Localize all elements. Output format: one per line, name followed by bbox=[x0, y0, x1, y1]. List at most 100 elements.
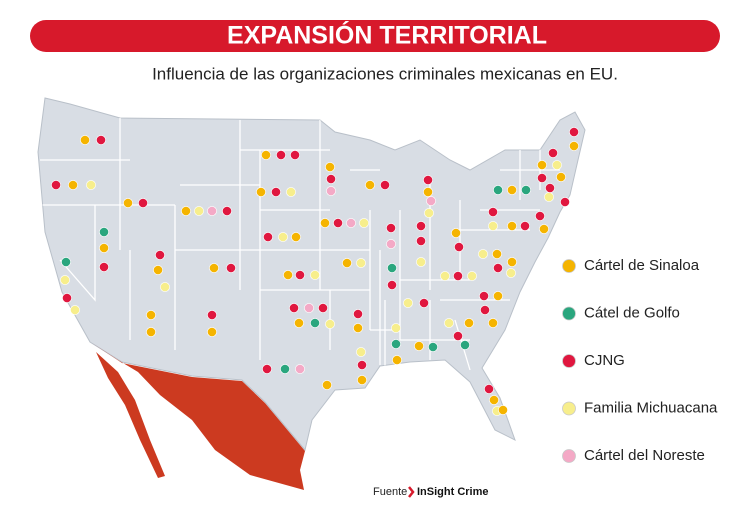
cartel-dot bbox=[304, 303, 314, 313]
source-arrow bbox=[408, 486, 415, 498]
legend-label: Cártel del Noreste bbox=[584, 447, 705, 464]
cartel-dot bbox=[295, 270, 305, 280]
cartel-dot bbox=[451, 228, 461, 238]
cartel-dot bbox=[325, 162, 335, 172]
cartel-dot bbox=[96, 135, 106, 145]
cartel-dot bbox=[453, 271, 463, 281]
cartel-dot bbox=[60, 275, 70, 285]
cartel-dot bbox=[80, 135, 90, 145]
cartel-dot bbox=[545, 183, 555, 193]
cartel-dot bbox=[488, 318, 498, 328]
cartel-dot bbox=[61, 257, 71, 267]
cartel-dot bbox=[416, 236, 426, 246]
cartel-dot bbox=[256, 187, 266, 197]
cartel-dot bbox=[51, 180, 61, 190]
cartel-dot bbox=[416, 257, 426, 267]
cartel-dot bbox=[507, 257, 517, 267]
cartel-dot bbox=[556, 172, 566, 182]
cartel-dot bbox=[263, 232, 273, 242]
cartel-dot bbox=[416, 221, 426, 231]
cartel-dot bbox=[386, 239, 396, 249]
cartel-dot bbox=[123, 198, 133, 208]
source-label: Fuente bbox=[373, 486, 407, 498]
cartel-dot bbox=[155, 250, 165, 260]
cartel-dot bbox=[86, 180, 96, 190]
cartel-dot bbox=[290, 150, 300, 160]
cartel-dot bbox=[488, 207, 498, 217]
cartel-dot bbox=[310, 270, 320, 280]
legend-label: Cátel de Golfo bbox=[584, 304, 680, 321]
cartel-dot bbox=[262, 364, 272, 374]
cartel-dot bbox=[454, 242, 464, 252]
cartel-dot bbox=[387, 263, 397, 273]
title: EXPANSIÓN TERRITORIAL bbox=[227, 20, 547, 50]
cartel-dot bbox=[493, 263, 503, 273]
cartel-dot bbox=[424, 208, 434, 218]
cartel-dot bbox=[357, 360, 367, 370]
legend-swatch bbox=[562, 354, 576, 368]
cartel-dot bbox=[386, 223, 396, 233]
cartel-dot bbox=[548, 148, 558, 158]
cartel-dot bbox=[569, 141, 579, 151]
cartel-dot bbox=[291, 232, 301, 242]
cartel-dot bbox=[493, 291, 503, 301]
cartel-dot bbox=[460, 340, 470, 350]
cartel-dot bbox=[357, 375, 367, 385]
cartel-dot bbox=[480, 305, 490, 315]
cartel-dot bbox=[560, 197, 570, 207]
legend-label: Cártel de Sinaloa bbox=[584, 257, 700, 274]
cartel-dot bbox=[506, 268, 516, 278]
legend-swatch bbox=[562, 259, 576, 273]
cartel-dot bbox=[507, 185, 517, 195]
cartel-dot bbox=[419, 298, 429, 308]
subtitle: Influencia de las organizaciones crimina… bbox=[152, 64, 618, 83]
legend: Cártel de Sinaloa Cátel de Golfo CJNG Famil… bbox=[562, 257, 718, 464]
cartel-dot bbox=[428, 342, 438, 352]
cartel-dot bbox=[365, 180, 375, 190]
cartel-dot bbox=[380, 180, 390, 190]
baja-california bbox=[96, 352, 165, 478]
cartel-dot bbox=[286, 187, 296, 197]
cartel-dot bbox=[333, 218, 343, 228]
cartel-dot bbox=[226, 263, 236, 273]
cartel-dot bbox=[569, 127, 579, 137]
cartel-dot bbox=[181, 206, 191, 216]
cartel-dot bbox=[70, 305, 80, 315]
legend-swatch bbox=[562, 449, 576, 463]
cartel-dot bbox=[99, 243, 109, 253]
cartel-dot bbox=[325, 319, 335, 329]
source-name: InSight Crime bbox=[417, 486, 489, 498]
cartel-dot bbox=[392, 355, 402, 365]
cartel-dot bbox=[160, 282, 170, 292]
cartel-dot bbox=[478, 249, 488, 259]
cartel-dot bbox=[222, 206, 232, 216]
cartel-dot bbox=[346, 218, 356, 228]
mexico bbox=[92, 343, 305, 490]
cartel-dot bbox=[278, 232, 288, 242]
cartel-dot bbox=[521, 185, 531, 195]
cartel-dot bbox=[353, 323, 363, 333]
cartel-dot bbox=[99, 262, 109, 272]
cartel-dot bbox=[537, 173, 547, 183]
cartel-dot bbox=[484, 384, 494, 394]
cartel-dot bbox=[146, 327, 156, 337]
cartel-dot bbox=[138, 198, 148, 208]
cartel-dot bbox=[62, 293, 72, 303]
cartel-dot bbox=[535, 211, 545, 221]
cartel-dot bbox=[271, 187, 281, 197]
cartel-dot bbox=[492, 249, 502, 259]
cartel-dot bbox=[322, 380, 332, 390]
cartel-dot bbox=[353, 309, 363, 319]
cartel-dot bbox=[294, 318, 304, 328]
cartel-dot bbox=[261, 150, 271, 160]
cartel-dot bbox=[320, 218, 330, 228]
cartel-dot bbox=[552, 160, 562, 170]
cartel-dot bbox=[359, 218, 369, 228]
cartel-dot bbox=[326, 186, 336, 196]
cartel-dot bbox=[209, 263, 219, 273]
cartel-dot bbox=[310, 318, 320, 328]
cartel-dot bbox=[289, 303, 299, 313]
cartel-dot bbox=[207, 206, 217, 216]
cartel-dot bbox=[280, 364, 290, 374]
